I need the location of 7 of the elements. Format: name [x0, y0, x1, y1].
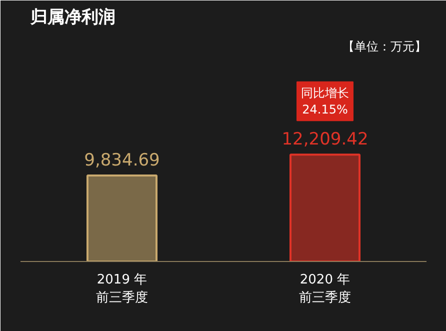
x-tick-label: 2019 年前三季度 [96, 272, 148, 306]
data-label: 12,209.42 [282, 130, 368, 150]
text: 【单位：万元】 [342, 40, 426, 54]
chart-title: 归属净利润 [30, 8, 116, 28]
text: 同比增长 24.15% [301, 86, 349, 117]
x-tick-label: 2020 年前三季度 [299, 272, 351, 306]
data-label: 9,834.69 [84, 150, 160, 170]
